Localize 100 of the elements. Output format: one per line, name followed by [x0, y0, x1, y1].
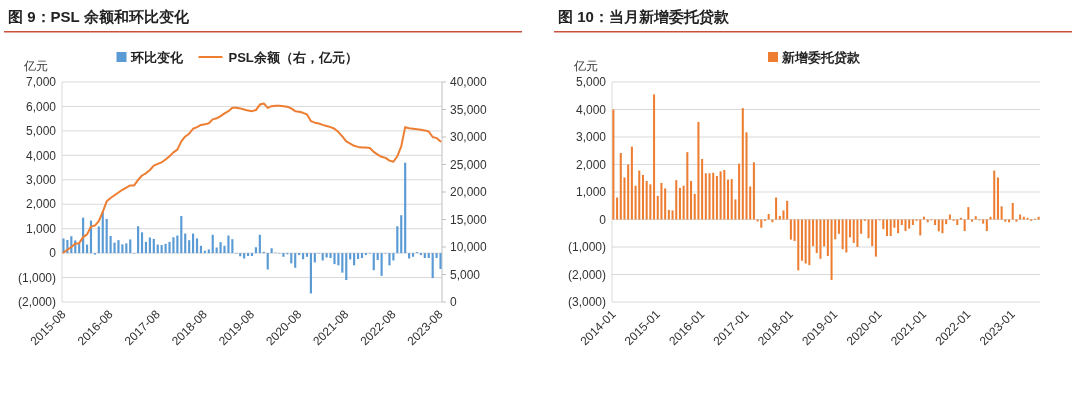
bar	[356, 253, 360, 259]
bar	[908, 219, 911, 229]
bar	[250, 253, 254, 257]
bar	[266, 253, 269, 270]
bar	[172, 237, 175, 254]
bar	[372, 253, 375, 271]
y-tick-label: 2,000	[575, 157, 607, 172]
bar	[727, 179, 730, 220]
bar	[380, 253, 383, 276]
bar	[164, 243, 167, 254]
bar	[686, 152, 689, 220]
bar	[254, 247, 258, 254]
bar	[653, 94, 656, 220]
bar	[160, 245, 163, 254]
bar	[168, 241, 171, 254]
bar	[1022, 216, 1025, 220]
bar	[760, 219, 763, 228]
bar	[852, 219, 855, 243]
bar	[333, 253, 336, 265]
bar	[211, 234, 214, 254]
y-tick-label: 3,000	[575, 130, 607, 145]
y-tick-label: (1,000)	[17, 270, 56, 285]
bar	[712, 172, 715, 220]
bar	[439, 253, 442, 269]
bar	[804, 219, 807, 264]
bar	[841, 219, 844, 250]
bar	[121, 244, 124, 254]
y-tick-label: 7,000	[25, 75, 57, 90]
bar	[376, 253, 379, 260]
bar	[708, 173, 711, 220]
bar	[140, 232, 144, 254]
bar	[690, 181, 693, 220]
bar	[427, 253, 430, 258]
bar	[411, 253, 415, 257]
bar	[675, 180, 678, 220]
bar	[148, 237, 151, 254]
bar	[719, 171, 722, 220]
bar	[345, 253, 348, 280]
bar	[830, 219, 833, 280]
bar	[1004, 219, 1007, 222]
bar	[282, 253, 285, 257]
bar	[612, 109, 615, 220]
bar	[337, 253, 340, 266]
bar	[667, 209, 670, 220]
bar	[971, 219, 974, 222]
bar	[767, 214, 770, 220]
bar	[645, 181, 648, 220]
bar	[1011, 203, 1014, 220]
bar	[889, 219, 892, 236]
bar	[353, 253, 356, 266]
bar	[956, 219, 959, 225]
chart-title: 图 9：PSL 余额和环比变化	[8, 8, 190, 25]
legend-label: PSL余额（右，亿元）	[228, 49, 358, 65]
y-axis-title: 亿元	[23, 59, 48, 73]
bar	[963, 219, 966, 232]
bar	[967, 207, 970, 220]
bar	[616, 197, 619, 220]
bar	[871, 219, 874, 247]
y-tick-label: 3,000	[25, 172, 57, 187]
bar	[388, 253, 391, 266]
y2-tick-label: 10,000	[450, 240, 488, 255]
bar	[630, 146, 633, 220]
y-tick-label: 5,000	[25, 124, 57, 139]
bar	[219, 242, 222, 254]
bar	[184, 233, 187, 254]
bar	[97, 226, 100, 254]
bar	[897, 219, 900, 234]
y-tick-label: (1,000)	[567, 240, 606, 255]
bar	[188, 240, 191, 254]
legend-label: 新增委托贷款	[781, 49, 861, 65]
bar	[341, 253, 344, 273]
bar	[874, 219, 877, 257]
y-tick-label: 0	[599, 212, 607, 227]
y-tick-label: 1,000	[25, 221, 57, 236]
bar	[1000, 206, 1003, 220]
y-tick-label: (2,000)	[567, 267, 606, 282]
bar	[129, 239, 132, 254]
bar	[808, 219, 811, 266]
bar	[195, 238, 199, 254]
bar	[641, 174, 644, 220]
bar	[660, 182, 663, 220]
bar	[715, 176, 718, 220]
bar	[638, 170, 641, 220]
bar	[882, 219, 885, 230]
bar	[982, 219, 985, 224]
bar	[993, 170, 996, 220]
bar	[117, 240, 120, 254]
bar	[627, 164, 630, 220]
bar	[812, 219, 815, 247]
bar	[152, 238, 155, 254]
bar	[934, 219, 937, 225]
bar	[823, 219, 826, 247]
bar	[819, 219, 822, 259]
bar	[294, 253, 297, 268]
bar	[1019, 214, 1022, 220]
bar	[227, 235, 230, 254]
chart-title: 图 10：当月新增委托贷款	[558, 8, 730, 25]
bar	[704, 173, 707, 220]
bar	[985, 219, 988, 232]
bar	[738, 163, 741, 220]
